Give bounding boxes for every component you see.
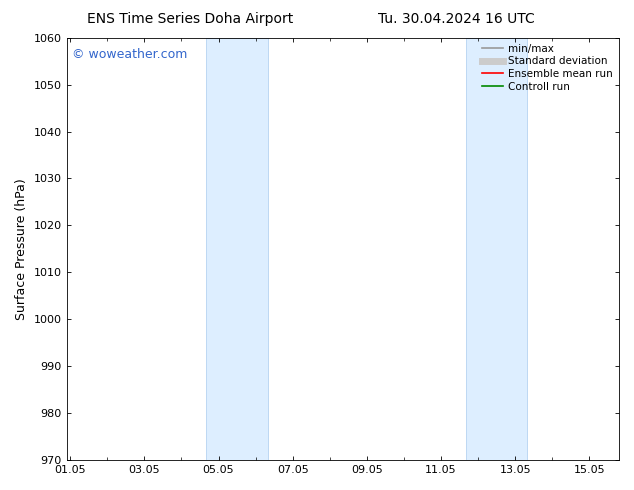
Y-axis label: Surface Pressure (hPa): Surface Pressure (hPa) (15, 178, 28, 320)
Text: Tu. 30.04.2024 16 UTC: Tu. 30.04.2024 16 UTC (378, 12, 535, 26)
Bar (206, 38, 268, 460)
Bar (466, 38, 527, 460)
Text: © woweather.com: © woweather.com (72, 48, 188, 61)
Legend: min/max, Standard deviation, Ensemble mean run, Controll run: min/max, Standard deviation, Ensemble me… (478, 40, 617, 96)
Text: ENS Time Series Doha Airport: ENS Time Series Doha Airport (87, 12, 294, 26)
